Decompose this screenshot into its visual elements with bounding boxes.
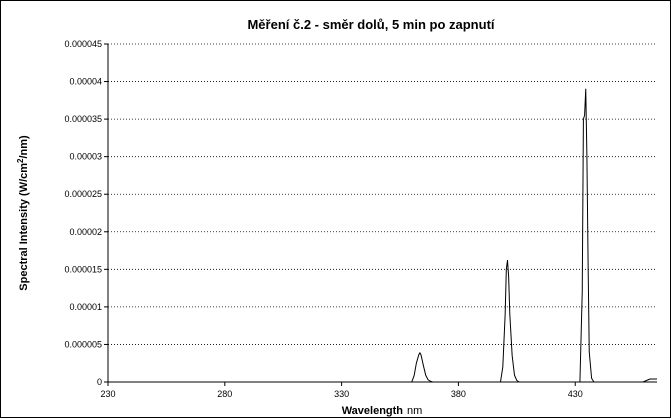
chart-title: Měření č.2 - směr dolů, 5 min po zapnutí — [247, 17, 494, 32]
x-tick-label: 380 — [451, 389, 466, 399]
x-axis-title: Wavelength nm — [342, 405, 423, 417]
x-tick-label: 280 — [217, 389, 232, 399]
x-axis-label: Wavelength — [342, 405, 404, 417]
x-tick-label: 230 — [100, 389, 115, 399]
axes — [104, 43, 657, 386]
y-tick-label: 0.000045 — [64, 39, 102, 49]
y-tick-label: 0.00004 — [69, 77, 102, 87]
gridlines — [108, 43, 657, 345]
x-tick-label: 430 — [568, 389, 583, 399]
y-tick-label: 0.000015 — [64, 264, 102, 274]
y-tick-label: 0 — [97, 377, 102, 387]
y-axis-title: Spectral Intensity (W/cm2/nm) — [16, 135, 31, 291]
y-axis-label-suffix: /nm) — [18, 135, 30, 159]
x-tick-labels: 230 280 330 380 430 — [100, 389, 582, 399]
y-axis-label: Spectral Intensity (W/cm — [18, 163, 30, 291]
y-tick-label: 0.00002 — [69, 227, 102, 237]
x-axis-unit: nm — [407, 405, 422, 417]
y-tick-label: 0.000035 — [64, 114, 102, 124]
y-tick-label: 0.00003 — [69, 152, 102, 162]
series-layer — [108, 88, 657, 383]
x-tick-label: 330 — [334, 389, 349, 399]
y-tick-labels: 0 0.000005 0.00001 0.000015 0.00002 0.000025 0… — [64, 39, 102, 387]
series-line — [108, 88, 657, 383]
y-tick-label: 0.000025 — [64, 189, 102, 199]
y-tick-label: 0.000005 — [64, 339, 102, 349]
y-axis-superscript: 2 — [16, 158, 25, 163]
y-tick-label: 0.00001 — [69, 302, 102, 312]
